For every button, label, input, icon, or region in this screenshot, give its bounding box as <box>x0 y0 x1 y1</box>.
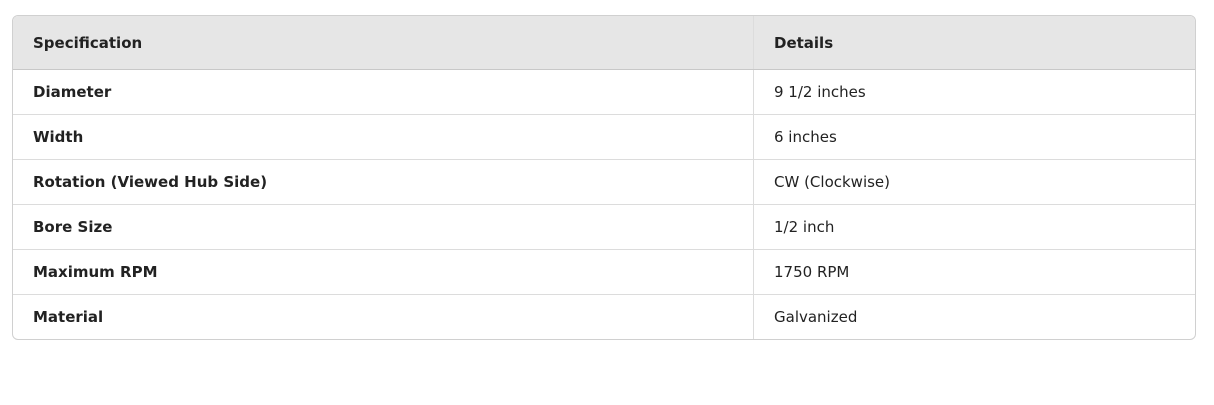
spec-name: Diameter <box>13 69 754 115</box>
spec-name: Bore Size <box>13 204 754 250</box>
spec-value: 6 inches <box>753 114 1195 160</box>
spec-name: Width <box>13 114 754 160</box>
spec-name: Rotation (Viewed Hub Side) <box>13 159 754 205</box>
spec-value: 1750 RPM <box>753 249 1195 295</box>
spec-value: CW (Clockwise) <box>753 159 1195 205</box>
table-row: Material Galvanized <box>13 294 1195 339</box>
spec-value: Galvanized <box>774 308 858 326</box>
header-details: Details <box>753 16 1195 70</box>
table-row: Maximum RPM 1750 RPM <box>13 249 1195 295</box>
spec-name: Material <box>13 294 754 339</box>
table-row: Diameter 9 1/2 inches <box>13 69 1195 115</box>
spec-table-container: Specification Details Diameter 9 1/2 inc… <box>12 15 1196 340</box>
spec-name: Maximum RPM <box>13 249 754 295</box>
table-row: Bore Size 1/2 inch <box>13 204 1195 250</box>
spec-table: Specification Details Diameter 9 1/2 inc… <box>13 16 1195 339</box>
spec-value: 1/2 inch <box>753 204 1195 250</box>
header-specification: Specification <box>13 16 754 70</box>
table-row: Width 6 inches <box>13 114 1195 160</box>
table-row: Rotation (Viewed Hub Side) CW (Clockwise… <box>13 159 1195 205</box>
table-header-row: Specification Details <box>13 16 1195 70</box>
spec-value: 9 1/2 inches <box>753 69 1195 115</box>
